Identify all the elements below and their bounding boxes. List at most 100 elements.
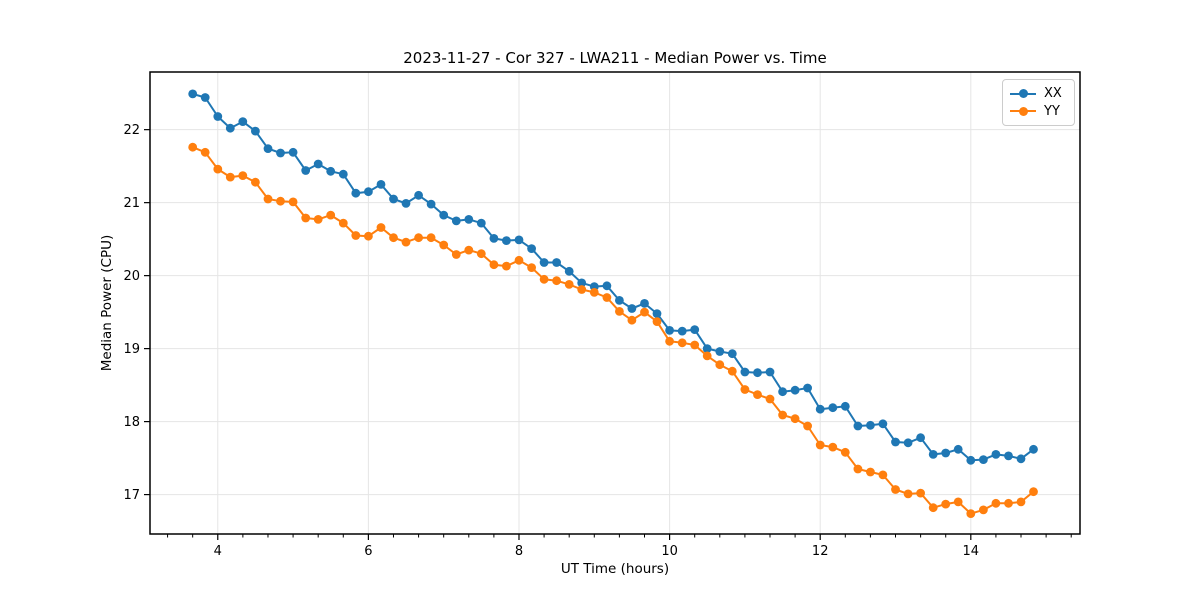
y-tick-label: 19 bbox=[123, 342, 140, 357]
series-yy-marker bbox=[401, 237, 411, 247]
legend: XX YY bbox=[1002, 79, 1075, 126]
series-xx-marker bbox=[928, 450, 938, 459]
chart-title: 2023-11-27 - Cor 327 - LWA211 - Median P… bbox=[403, 49, 827, 67]
series-yy-marker bbox=[790, 414, 800, 424]
series-yy-marker bbox=[941, 499, 951, 509]
series-yy-marker bbox=[953, 497, 963, 507]
series-xx-marker bbox=[765, 367, 775, 377]
series-xx-marker bbox=[251, 126, 260, 136]
series-yy-marker bbox=[702, 351, 712, 361]
series-xx-marker bbox=[514, 235, 524, 245]
series-xx-marker bbox=[903, 438, 913, 448]
series-xx-marker bbox=[225, 123, 235, 133]
series-yy-marker bbox=[351, 231, 361, 240]
series-xx-marker bbox=[464, 215, 474, 224]
series-xx-marker bbox=[665, 326, 674, 335]
series-yy-marker bbox=[301, 213, 311, 223]
series-xx-marker bbox=[815, 404, 825, 414]
series-xx-marker bbox=[753, 368, 762, 378]
series-xx-line bbox=[192, 92, 1035, 462]
series-yy-marker bbox=[727, 366, 737, 376]
series-yy-marker bbox=[313, 215, 323, 224]
series-yy-marker bbox=[615, 307, 624, 316]
series-yy-marker bbox=[376, 223, 386, 232]
series-xx-marker bbox=[891, 437, 900, 447]
series-yy-marker bbox=[489, 260, 499, 270]
series-xx-marker bbox=[552, 258, 561, 267]
series-yy-marker bbox=[288, 197, 298, 207]
legend-item-xx: XX bbox=[1010, 85, 1067, 103]
series-xx-marker bbox=[238, 117, 248, 126]
series-xx-marker bbox=[979, 455, 988, 464]
series-yy-marker bbox=[188, 142, 198, 152]
series-xx-marker bbox=[401, 199, 411, 208]
series-xx-marker bbox=[991, 450, 1001, 459]
series-yy-marker bbox=[1029, 487, 1038, 497]
series-yy-marker bbox=[853, 464, 863, 474]
series-xx-marker bbox=[451, 216, 461, 226]
series-xx-marker bbox=[577, 278, 587, 288]
series-xx-marker bbox=[426, 199, 436, 209]
series-yy-marker bbox=[364, 231, 373, 241]
series-yy-marker bbox=[1016, 497, 1026, 507]
series-yy-marker bbox=[276, 196, 285, 206]
series-xx-marker bbox=[727, 349, 737, 359]
series-xx-marker bbox=[564, 266, 574, 276]
legend-label-yy: YY bbox=[1044, 103, 1060, 119]
series-xx-marker bbox=[276, 148, 285, 158]
series-yy-marker bbox=[878, 470, 888, 480]
series-yy-marker bbox=[627, 315, 637, 325]
series-xx-marker bbox=[953, 444, 963, 454]
series-xx-marker bbox=[1004, 451, 1013, 461]
series-yy-marker bbox=[589, 288, 599, 297]
x-axis-label: UT Time (hours) bbox=[560, 561, 670, 577]
series-yy-marker bbox=[577, 285, 587, 294]
series-yy-marker bbox=[891, 485, 900, 494]
series-yy-marker bbox=[966, 509, 976, 518]
series-xx-marker bbox=[702, 344, 712, 353]
series-yy-marker bbox=[916, 488, 925, 498]
series-yy-marker bbox=[677, 338, 687, 348]
x-tick-label: 12 bbox=[812, 544, 829, 559]
series-xx-marker bbox=[652, 309, 662, 318]
series-yy-marker bbox=[602, 293, 612, 302]
series-yy-marker bbox=[815, 440, 825, 450]
axes-spines bbox=[149, 71, 1081, 535]
series-yy-marker bbox=[715, 360, 725, 370]
series-yy-marker bbox=[765, 394, 775, 404]
series-xx-marker bbox=[326, 166, 336, 176]
series-yy-marker bbox=[979, 505, 988, 515]
series-xx-marker bbox=[301, 166, 311, 175]
series-xx-marker bbox=[715, 347, 725, 356]
x-tick-label: 10 bbox=[661, 544, 678, 559]
legend-item-yy: YY bbox=[1010, 103, 1067, 121]
series-yy-marker bbox=[552, 276, 561, 286]
series-yy-marker bbox=[866, 467, 875, 477]
x-tick-label: 14 bbox=[963, 544, 980, 559]
series-xx-marker bbox=[778, 387, 787, 397]
series-xx-marker bbox=[853, 421, 863, 431]
y-tick-label: 22 bbox=[123, 123, 140, 138]
series-yy-marker bbox=[640, 307, 649, 317]
series-yy-marker bbox=[200, 147, 210, 157]
series-yy-marker bbox=[263, 194, 273, 204]
series-xx-marker bbox=[376, 180, 386, 189]
series-xx-marker bbox=[489, 234, 499, 243]
series-yy-marker bbox=[652, 317, 662, 326]
series-xx-marker bbox=[263, 144, 273, 154]
y-axis-label: Median Power (CPU) bbox=[99, 234, 115, 372]
series-xx-marker bbox=[351, 188, 361, 198]
series-xx-marker bbox=[188, 89, 198, 99]
series-yy-marker bbox=[1004, 498, 1013, 508]
series-xx-marker bbox=[476, 218, 486, 228]
series-yy-marker bbox=[213, 164, 223, 174]
y-tick-label: 20 bbox=[123, 269, 140, 284]
series-yy-marker bbox=[740, 385, 750, 394]
series-yy-marker bbox=[928, 503, 938, 513]
legend-line-marker-xx bbox=[1010, 89, 1036, 99]
series-xx-marker bbox=[414, 190, 423, 200]
series-xx-marker bbox=[338, 169, 348, 179]
series-xx-marker bbox=[364, 187, 373, 197]
